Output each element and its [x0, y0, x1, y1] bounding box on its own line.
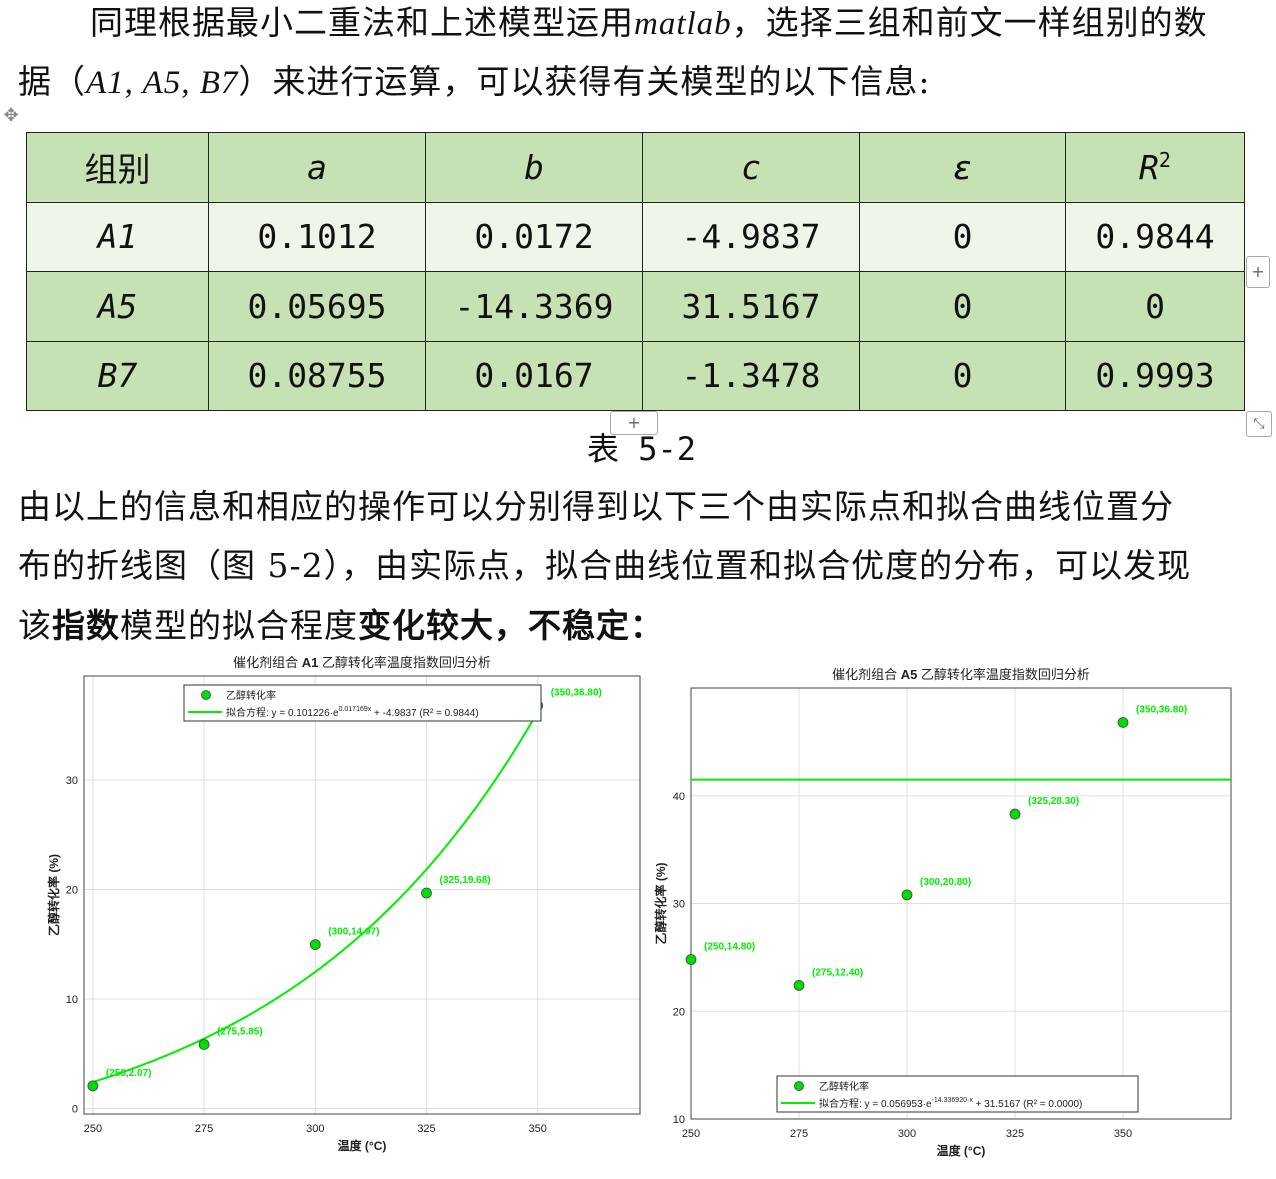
table-caption: 表 5-2: [587, 430, 697, 468]
data-point: [421, 887, 432, 899]
y-axis-label: 乙醇转化率 (%): [653, 862, 668, 944]
chart-title: 催化剂组合 A5 乙醇转化率温度指数回归分析: [832, 667, 1090, 682]
data-point: [1117, 717, 1129, 728]
legend-box: [776, 1075, 1139, 1113]
legend-fit-label: 拟合方程: y = 0.101226·e0.017169x + -4.9837 …: [226, 706, 479, 719]
data-label: (250,2.07): [106, 1068, 152, 1079]
x-tick-label: 325: [417, 1123, 435, 1135]
x-tick-label: 275: [195, 1123, 213, 1135]
data-label: (300,14.97): [328, 927, 379, 938]
group-list: A1, A5, B7: [86, 65, 239, 101]
table-row: A5 0.05695 -14.3369 31.5167 0 0: [26, 271, 1245, 342]
intro-paragraph-line1: 同理根据最小二重法和上述模型运用matlab，选择三组和前文一样组别的数: [90, 3, 1208, 42]
matlab-term: matlab: [634, 6, 732, 42]
results-table: 组别 a b c ε R2 A1 0.1012 0.0172 -4.9837 0…: [26, 132, 1245, 411]
analysis-paragraph-line2: 布的折线图（图 5-2），由实际点，拟合曲线位置和拟合优度的分布，可以发现: [18, 546, 1192, 585]
x-tick-label: 300: [898, 1128, 916, 1140]
plot-frame: [83, 675, 641, 1115]
chart-a1: 250 275 300 325 350 0 10 20 30 催化剂组合 A1 乙醇转化率温度指数…: [46, 655, 641, 1153]
x-tick-label: 350: [529, 1123, 547, 1135]
legend-box: [183, 684, 542, 722]
y-tick-label: 30: [673, 899, 685, 911]
fit-curve: [92, 711, 539, 1083]
data-point: [309, 939, 321, 951]
data-point: [901, 889, 913, 901]
analysis-paragraph-line1: 由以上的信息和相应的操作可以分别得到以下三个由实际点和拟合曲线位置分: [18, 487, 1174, 526]
header-c: c: [642, 132, 860, 203]
y-axis-label: 乙醇转化率 (%): [46, 854, 61, 936]
x-axis-label: 温度 (°C): [338, 1138, 387, 1153]
x-axis-label: 温度 (°C): [937, 1143, 986, 1158]
y-tick-label: 40: [673, 791, 685, 803]
legend-fit-label: 拟合方程: y = 0.056953·e-14.336920·x + 31.51…: [819, 1097, 1082, 1110]
y-tick-label: 20: [673, 1006, 685, 1018]
y-tick-label: 10: [66, 994, 78, 1006]
data-point: [685, 954, 697, 965]
resize-icon[interactable]: ⤡: [1246, 411, 1272, 437]
header-a: a: [208, 132, 426, 203]
data-point: [793, 979, 805, 991]
y-tick-label: 0: [72, 1104, 78, 1116]
data-label: (275,5.85): [217, 1026, 263, 1037]
header-r2: R2: [1065, 132, 1245, 203]
table-header-row: 组别 a b c ε R2: [26, 132, 1245, 203]
data-point: [198, 1039, 210, 1050]
add-row-plus-icon[interactable]: +: [610, 411, 658, 435]
header-b: b: [425, 132, 643, 203]
y-tick-label: 20: [66, 885, 78, 897]
x-tick-label: 350: [1114, 1128, 1132, 1140]
x-tick-label: 250: [84, 1123, 102, 1135]
y-tick-label: 30: [66, 775, 78, 787]
intro-paragraph-line2: 据（A1, A5, B7）来进行运算，可以获得有关模型的以下信息:: [18, 62, 931, 101]
legend-points-label: 乙醇转化率: [226, 689, 276, 702]
chart-title: 催化剂组合 A1 乙醇转化率温度指数回归分析: [233, 655, 491, 670]
legend-point-marker: [794, 1081, 804, 1091]
data-label: (350,36.80): [1136, 704, 1187, 715]
table-row: B7 0.08755 0.0167 -1.3478 0 0.9993: [26, 340, 1245, 411]
data-label: (350,36.80): [551, 688, 602, 699]
data-label: (325,19.68): [439, 875, 490, 886]
x-tick-label: 300: [306, 1123, 324, 1135]
header-epsilon: ε: [859, 132, 1066, 203]
y-tick-label: 10: [673, 1114, 685, 1126]
plot-frame: [690, 687, 1232, 1120]
data-point: [87, 1080, 99, 1092]
x-tick-label: 250: [682, 1128, 700, 1140]
analysis-paragraph-line3: 该指数模型的拟合程度变化较大，不稳定：: [18, 606, 664, 645]
legend-point-marker: [201, 690, 211, 700]
plot-area: [83, 675, 641, 1115]
move-icon[interactable]: ✥: [3, 105, 19, 126]
data-point: [1009, 808, 1021, 820]
data-label: (325,28.30): [1028, 796, 1079, 807]
x-tick-label: 325: [1006, 1128, 1024, 1140]
header-group: 组别: [26, 132, 209, 203]
data-label: (250,14.80): [704, 942, 755, 953]
data-label: (300,20.80): [920, 877, 971, 888]
legend-points-label: 乙醇转化率: [819, 1080, 869, 1093]
table-row: A1 0.1012 0.0172 -4.9837 0 0.9844: [26, 201, 1245, 272]
add-column-plus-icon[interactable]: +: [1246, 256, 1270, 288]
chart-a5: 250 275 300 325 350 20 30 40 10 催化剂组合 A5 乙醇转化率温度指…: [653, 667, 1232, 1158]
data-label: (275,12.40): [812, 967, 863, 978]
x-tick-label: 275: [790, 1128, 808, 1140]
